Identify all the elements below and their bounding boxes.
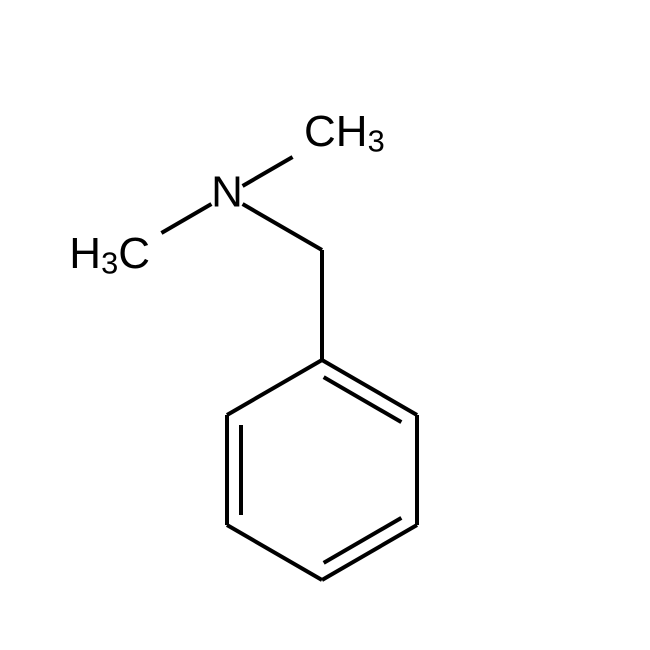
bond [161, 204, 211, 233]
bond [322, 525, 417, 580]
bond [227, 360, 322, 415]
atom-label-N: N [211, 168, 243, 217]
atom-label-CH3_B: H3C [69, 229, 150, 281]
atom-label-CH3_A: CH3 [304, 107, 385, 159]
bond [243, 157, 293, 186]
bond [227, 525, 322, 580]
bond [322, 360, 417, 415]
molecule-diagram: N CH3 H3C [0, 0, 650, 650]
bond [243, 204, 322, 250]
